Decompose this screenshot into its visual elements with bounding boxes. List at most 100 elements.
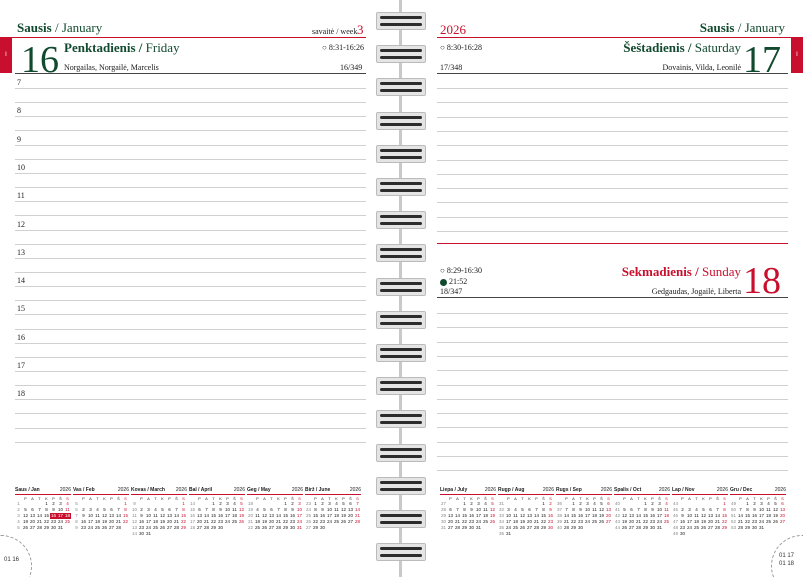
weekday-letter: K <box>161 496 164 501</box>
weekday-letter: Š <box>658 496 661 501</box>
mini-calendar-year: 2026 <box>175 487 187 493</box>
week-number: 27 <box>305 525 311 530</box>
day-cell: 15 <box>461 513 467 518</box>
mini-calendar-days: 49 1 2 3 4 5 6 50 7 8 9 10 11 12 13 51 14 15 16 17 18 19 20 52 2… <box>730 501 786 531</box>
week-number: 1 <box>17 501 20 506</box>
weekday-letter: A <box>456 496 459 501</box>
day-cell: 24 <box>584 519 590 524</box>
day-cell <box>152 531 159 537</box>
day-cell: 13 <box>628 513 634 518</box>
week-number: 33 <box>498 513 504 518</box>
ring-plate <box>376 344 426 362</box>
weekday-letter: K <box>760 496 763 501</box>
right-month-lt: Sausis <box>699 20 735 35</box>
day-cell: 4 <box>767 501 770 506</box>
day-cell: 26 <box>598 519 604 524</box>
day-cell <box>526 531 533 537</box>
weekday-letter: P <box>651 496 654 501</box>
sun-rule <box>437 297 788 298</box>
moon-phase: 21:52 <box>440 277 467 286</box>
mini-calendar-days: 14 1 2 3 4 5 15 6 7 8 9 10 11 12 16 13 14 15 16 17 18 19 17 20 2… <box>189 501 245 531</box>
day-cell: 1 <box>542 501 545 506</box>
day-cell: 24 <box>326 519 332 524</box>
left-month-tab[interactable]: I <box>0 37 12 73</box>
sun-icon: ○ <box>440 43 445 52</box>
sat-name-days: Dovainis, Vilda, Leonilė <box>662 63 741 72</box>
sun-day-name: Sekmadienis / Sunday <box>621 264 741 279</box>
day-cell <box>707 531 714 537</box>
day-cell: 8 <box>212 507 215 512</box>
day-cell: 31 <box>475 525 481 530</box>
day-cell: 26 <box>700 525 706 530</box>
day-cell: 27 <box>166 525 172 530</box>
sat-day-of-year: 17/348 <box>440 63 463 72</box>
spiral-ring <box>376 377 426 396</box>
ring-plate <box>376 476 426 495</box>
day-cell: 29 <box>721 525 727 530</box>
hour-label: 7 <box>17 78 21 87</box>
sat-day-en: Saturday <box>694 40 741 55</box>
day-cell: 1 <box>45 501 48 506</box>
week-number: 15 <box>189 507 195 512</box>
mini-calendar-dec: Gru / Dec 2026 P A T K P Š S 49 1 2 3 4 5 6 50 7 8 9 10 11 12 1… <box>730 487 786 531</box>
day-cell <box>122 525 129 531</box>
day-cell: 13 <box>347 507 353 512</box>
weekday-letter: P <box>709 496 712 501</box>
week-number: 12 <box>131 519 137 524</box>
day-cell: 2 <box>219 501 222 506</box>
day-cell: 24 <box>224 519 230 524</box>
sat-day-name: Šeštadienis / Saturday <box>623 40 741 55</box>
day-cell: 2 <box>140 507 143 512</box>
weekday-letter: P <box>342 496 345 501</box>
weekday-letter: P <box>507 496 510 501</box>
left-day-number: 16 <box>21 39 59 81</box>
day-cell: 28 <box>563 525 569 530</box>
day-cell: 13 <box>196 513 202 518</box>
ruled-line <box>437 145 788 147</box>
ruled-line <box>15 116 366 118</box>
weekday-letter: T <box>154 496 157 501</box>
day-cell: 14 <box>454 513 460 518</box>
mini-calendar-year: 2026 <box>233 487 245 493</box>
day-cell: 5 <box>240 501 243 506</box>
day-cell: 4 <box>256 507 259 512</box>
hour-label: 17 <box>17 361 25 370</box>
day-cell: 25 <box>482 519 488 524</box>
day-cell: 22 <box>744 519 750 524</box>
mini-calendar-header: Saus / Jan 2026 <box>15 487 71 495</box>
day-cell: 27 <box>526 525 532 530</box>
ruled-line <box>437 188 788 190</box>
day-cell: 10 <box>584 507 590 512</box>
day-cell: 12 <box>101 513 107 518</box>
day-cell: 19 <box>598 513 604 518</box>
day-cell: 14 <box>714 513 720 518</box>
ruled-line <box>437 116 788 118</box>
day-cell: 14 <box>203 513 209 518</box>
day-cell: 12 <box>489 507 495 512</box>
left-sun-times-text: 8:31-16:26 <box>328 43 364 52</box>
ruled-line <box>15 399 366 401</box>
mini-calendar-year: 2026 <box>484 487 496 493</box>
day-cell: 17 <box>505 519 511 524</box>
day-cell: 2 <box>470 501 473 506</box>
sat-day-lt: Šeštadienis <box>623 40 685 55</box>
day-cell: 21 <box>737 519 743 524</box>
day-cell: 26 <box>22 525 28 530</box>
day-cell: 7 <box>716 507 719 512</box>
day-cell: 1 <box>463 501 466 506</box>
mini-calendar-days: 9 1 10 2 3 4 5 6 7 8 11 9 10 11 12 13 14 15 12 16 17 18 19 20 21… <box>131 501 187 537</box>
ruled-line <box>437 327 788 329</box>
spiral-ring <box>376 510 426 528</box>
right-month-tab[interactable]: I <box>791 37 803 73</box>
ruled-line <box>15 130 366 132</box>
day-cell: 11 <box>694 513 699 518</box>
mini-calendar-month: Lap / Nov <box>672 487 695 493</box>
mini-calendar-days: 40 1 2 3 4 41 5 6 7 8 9 10 11 42 12 13 14 15 16 17 18 43 19 20 2… <box>614 501 670 531</box>
day-cell: 15 <box>744 513 750 518</box>
mini-calendar-days: 36 1 2 3 4 5 6 37 7 8 9 10 11 12 13 38 14 15 16 17 18 19 20 39 2… <box>556 501 612 531</box>
day-cell: 18 <box>482 513 488 518</box>
weekday-letter: A <box>572 496 575 501</box>
day-cell: 8 <box>45 507 48 512</box>
ruled-line <box>15 314 366 316</box>
day-cell: 16 <box>649 513 655 518</box>
